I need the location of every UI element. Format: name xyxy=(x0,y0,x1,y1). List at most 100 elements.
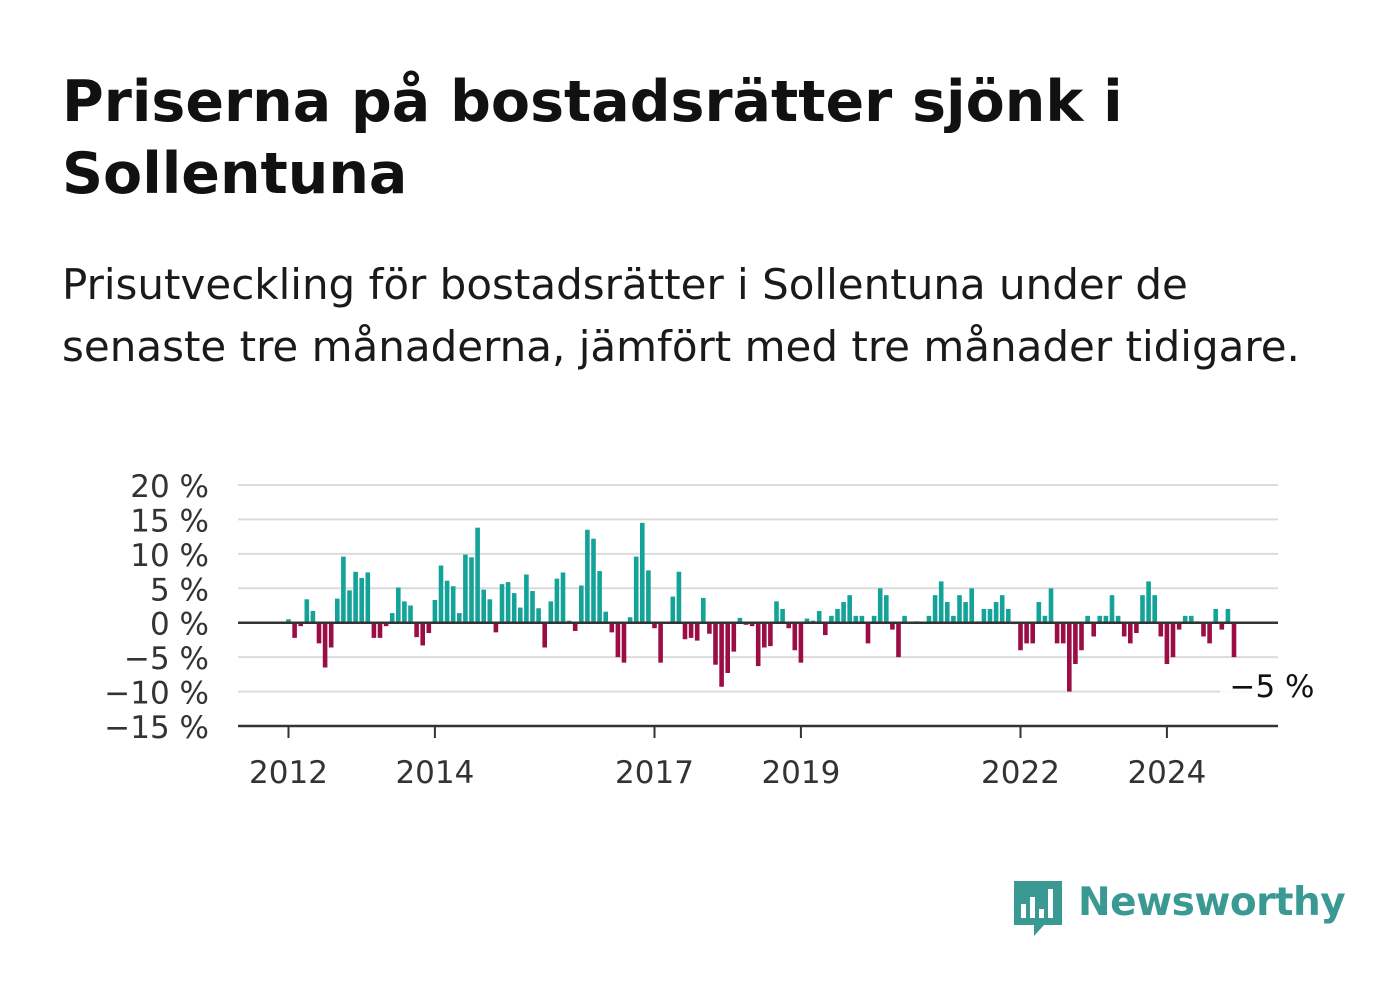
bar xyxy=(438,565,444,623)
bar xyxy=(383,622,389,627)
bar xyxy=(1097,615,1103,623)
bar xyxy=(572,622,578,631)
bar xyxy=(670,596,676,623)
bar xyxy=(792,622,798,651)
bar xyxy=(633,556,639,623)
bar xyxy=(1225,608,1231,623)
bar xyxy=(676,571,682,623)
bar xyxy=(450,586,456,623)
y-tick-label: −5 % xyxy=(124,641,209,677)
bar xyxy=(1091,622,1096,637)
bar xyxy=(768,622,773,647)
bar-chart: −15 %−10 %−5 %0 %5 %10 %15 %20 % 2012 201… xyxy=(104,469,1324,791)
bar xyxy=(322,622,328,668)
bar xyxy=(774,601,779,623)
bar xyxy=(999,595,1005,623)
bar xyxy=(548,601,554,623)
bar xyxy=(646,570,651,623)
bar xyxy=(475,527,480,623)
x-tick-label: 2024 xyxy=(1127,755,1206,791)
bar xyxy=(938,581,944,623)
y-tick-label: −15 % xyxy=(104,710,209,746)
newsworthy-logo: Newsworthy xyxy=(1010,878,1346,942)
bar xyxy=(597,571,602,623)
bar xyxy=(993,602,999,623)
bar xyxy=(591,538,596,623)
bar xyxy=(511,593,517,623)
bar xyxy=(737,617,743,623)
bar xyxy=(951,615,956,623)
bar xyxy=(609,622,615,633)
bar xyxy=(347,590,352,623)
bar xyxy=(627,617,633,623)
bar xyxy=(518,607,523,623)
bar xyxy=(414,622,419,638)
bar xyxy=(432,599,438,623)
bar xyxy=(816,611,822,623)
bar xyxy=(615,622,621,658)
bar xyxy=(542,622,547,648)
bar xyxy=(987,608,993,623)
bar xyxy=(1176,622,1182,630)
bar xyxy=(585,529,590,623)
bar xyxy=(957,595,962,623)
y-tick-label: 20 % xyxy=(130,469,209,505)
x-tick-label: 2017 xyxy=(615,755,694,791)
y-tick-label: 0 % xyxy=(150,607,209,643)
bar xyxy=(408,605,413,623)
y-axis-tick-labels: −15 %−10 %−5 %0 %5 %10 %15 %20 % xyxy=(104,469,209,746)
bar xyxy=(1030,622,1035,644)
bar xyxy=(426,622,432,634)
bar xyxy=(1006,608,1011,623)
bar xyxy=(1158,622,1164,637)
bar xyxy=(524,574,529,623)
bar xyxy=(1134,622,1139,634)
bar xyxy=(713,622,718,665)
bar xyxy=(341,556,346,623)
bar xyxy=(804,618,810,623)
bar xyxy=(835,608,840,623)
gridlines xyxy=(238,484,1278,693)
bar xyxy=(1231,622,1237,658)
bar xyxy=(1213,608,1218,623)
bar xyxy=(621,622,627,663)
bar xyxy=(365,572,371,623)
bar xyxy=(310,611,316,623)
bar xyxy=(658,622,663,663)
chart-subtitle: Prisutveckling för bostadsrätter i Solle… xyxy=(62,260,1300,371)
bar xyxy=(1109,595,1115,623)
bar xyxy=(694,622,700,641)
bar xyxy=(402,601,407,623)
axes xyxy=(238,621,1278,728)
bar xyxy=(762,622,767,648)
bar xyxy=(981,608,987,623)
bar xyxy=(847,595,852,623)
bar xyxy=(755,622,761,667)
y-tick-label: 10 % xyxy=(130,538,209,574)
bar xyxy=(884,595,889,623)
bar xyxy=(865,622,871,644)
newsworthy-bar-chart-icon xyxy=(1014,881,1062,936)
bar xyxy=(286,619,291,623)
bar xyxy=(353,571,358,623)
bar xyxy=(457,613,462,623)
bar xyxy=(1036,602,1042,623)
bars xyxy=(286,522,1237,692)
bar xyxy=(859,615,865,623)
y-tick-label: −10 % xyxy=(104,676,209,712)
bar xyxy=(932,595,938,623)
bar xyxy=(389,613,395,623)
bar xyxy=(304,599,310,623)
annotation: −5 % xyxy=(1220,667,1324,708)
y-tick-label: 5 % xyxy=(150,572,209,608)
x-tick-label: 2019 xyxy=(761,755,840,791)
chart-title: Priserna på bostadsrätter sjönk i Sollen… xyxy=(62,69,1123,207)
bar xyxy=(530,591,535,623)
bar xyxy=(1140,595,1145,623)
bar xyxy=(359,577,364,623)
bar xyxy=(1182,615,1188,623)
bar xyxy=(371,622,377,638)
bar xyxy=(1103,615,1109,623)
bar xyxy=(829,615,834,623)
bar xyxy=(640,522,645,623)
